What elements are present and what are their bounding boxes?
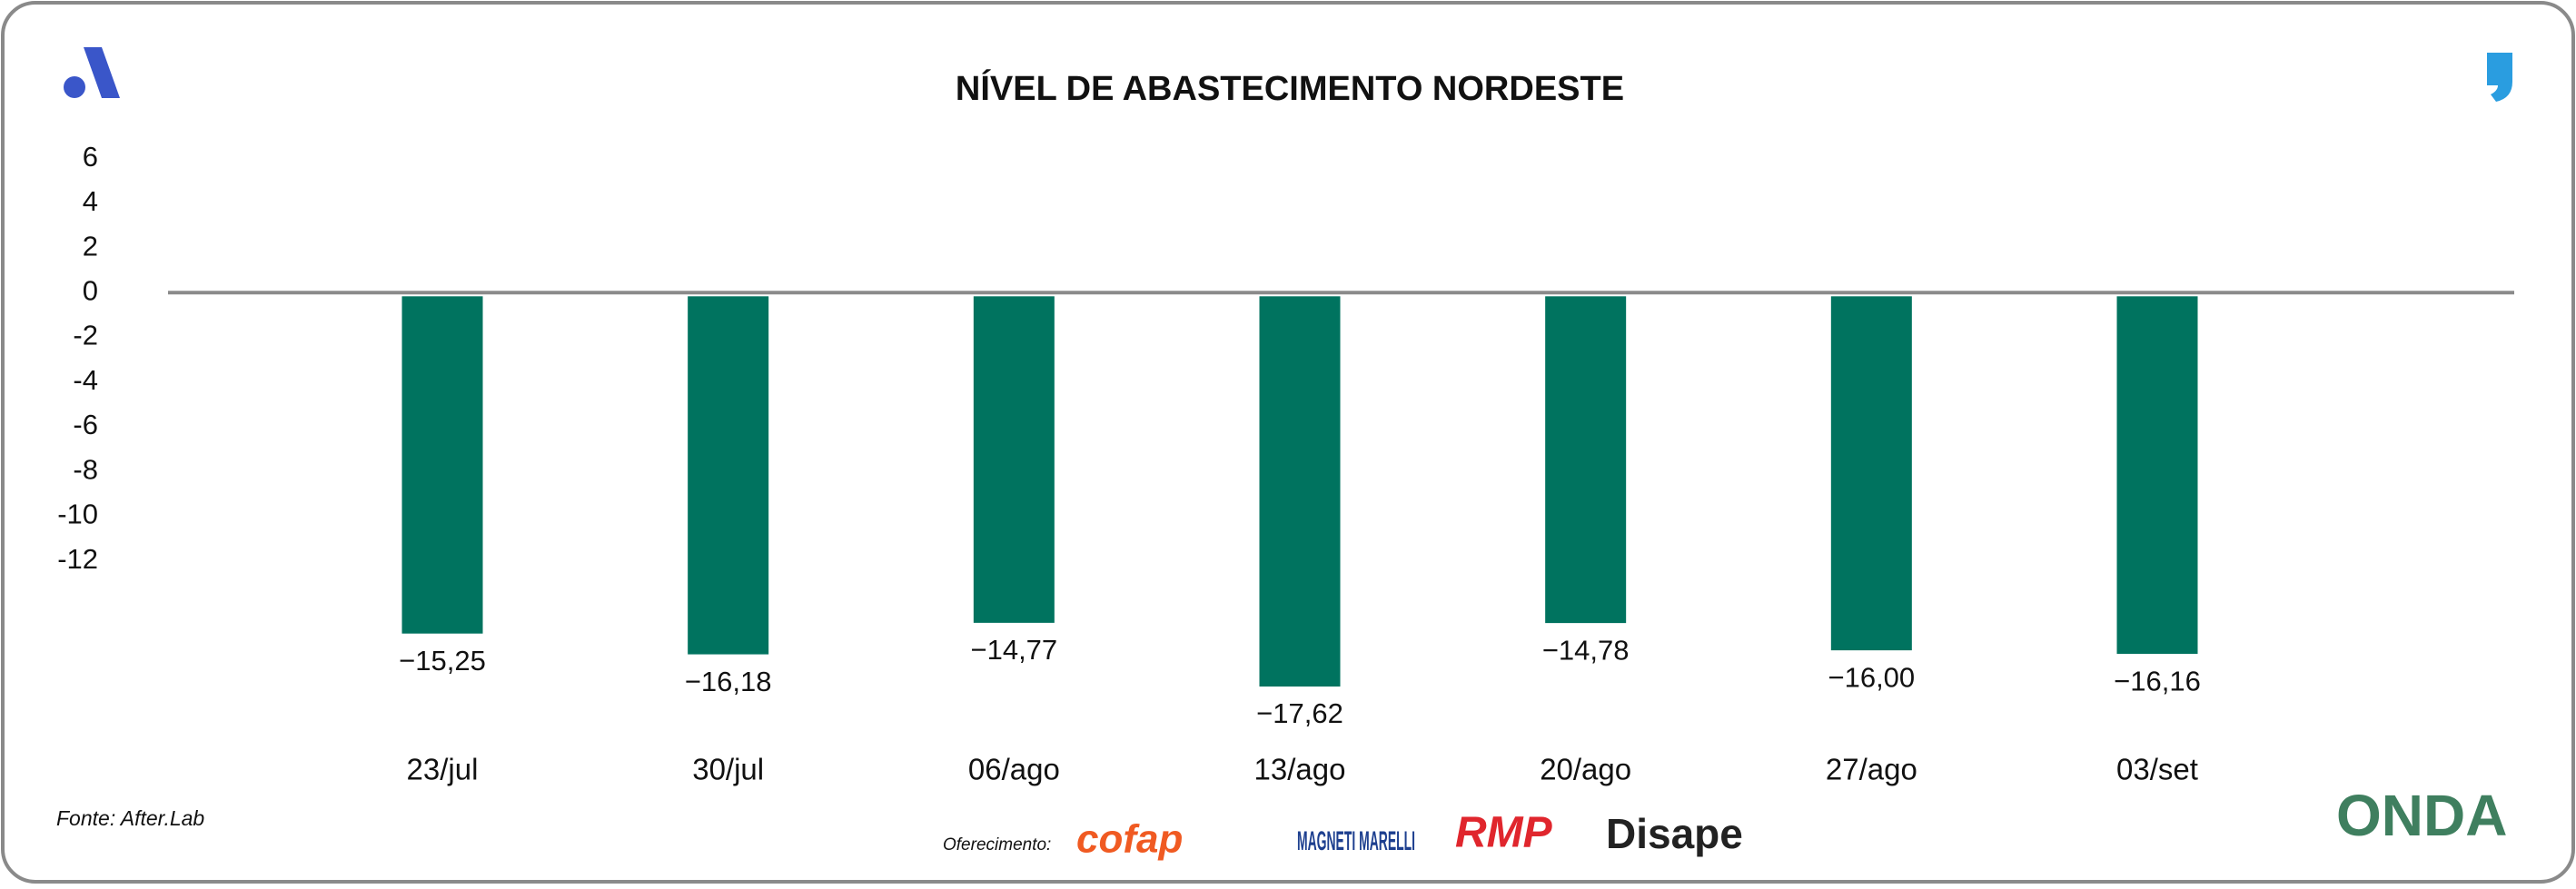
bar: [1545, 296, 1627, 624]
value-label: −14,77: [970, 634, 1057, 666]
bar: [688, 296, 769, 655]
value-label: −17,62: [1256, 697, 1343, 729]
bar: [973, 296, 1055, 623]
source: Fonte: After.Lab: [56, 806, 204, 830]
x-tick-label: 13/ago: [1254, 753, 1346, 786]
sponsor-label: Oferecimento:: [943, 835, 1051, 854]
bar: [2116, 296, 2198, 655]
y-tick-label: 2: [83, 230, 98, 262]
y-tick-label: -12: [57, 543, 98, 575]
x-tick-label: 20/ago: [1540, 753, 1631, 786]
logo-magneti: MAGNETI MARELLI: [1297, 826, 1415, 856]
value-label: −16,16: [2114, 665, 2201, 696]
y-tick-label: 0: [83, 274, 98, 306]
value-label: −14,78: [1542, 634, 1630, 666]
y-tick-label: 4: [83, 185, 98, 217]
x-tick-label: 06/ago: [968, 753, 1060, 786]
x-tick-label: 23/jul: [407, 753, 479, 786]
y-tick-label: -2: [73, 320, 98, 351]
y-tick-label: -6: [73, 409, 98, 440]
quote-icon: [2487, 53, 2512, 102]
chart-title: NÍVEL DE ABASTECIMENTO NORDESTE: [956, 68, 1624, 108]
y-tick-label: -10: [57, 499, 98, 530]
logo-onda: ONDA: [2336, 783, 2507, 848]
bar: [1259, 296, 1341, 687]
bar: [1830, 296, 1912, 651]
x-tick-label: 27/ago: [1826, 753, 1917, 786]
y-tick-label: -8: [73, 453, 98, 485]
value-label: −15,25: [399, 645, 486, 677]
y-tick-label: 6: [83, 141, 98, 173]
bar: [401, 296, 483, 634]
logo-rmp: RMP: [1455, 809, 1553, 857]
value-label: −16,00: [1828, 661, 1915, 693]
x-tick-label: 30/jul: [692, 753, 764, 786]
y-tick-label: -4: [73, 364, 98, 396]
value-label: −16,18: [685, 666, 772, 697]
x-tick-label: 03/set: [2116, 753, 2198, 786]
logo-cofap: cofap: [1076, 817, 1183, 862]
logo-disape: Disape: [1606, 810, 1743, 857]
brand-logo: [64, 47, 120, 98]
